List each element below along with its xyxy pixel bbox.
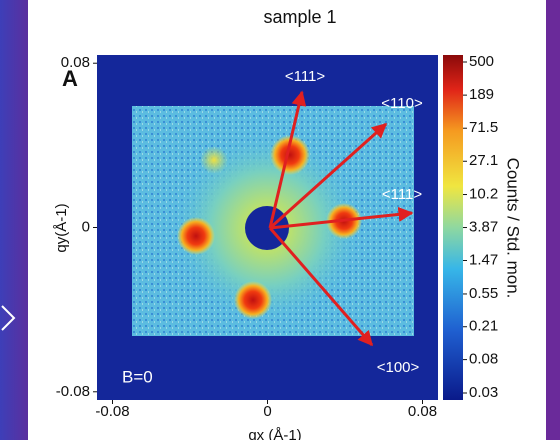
- colorbar-tick-label: 0.08: [469, 351, 498, 368]
- colorbar-label: Counts / Std. mon.: [504, 158, 523, 299]
- annotation: <111>: [285, 68, 326, 85]
- colorbar: [443, 55, 463, 400]
- colorbar-tick-label: 27.1: [469, 152, 498, 169]
- colorbar-tick-label: 0.03: [469, 384, 498, 401]
- annotation: <100>: [377, 359, 420, 376]
- colorbar-tick-label: 10.2: [469, 185, 498, 202]
- x-tick-label: 0.08: [408, 403, 437, 420]
- colorbar-tick-label: 1.47: [469, 251, 498, 268]
- colorbar-tick-label: 71.5: [469, 119, 498, 136]
- annotation: <111>: [382, 186, 423, 203]
- x-axis-label: qx (Å-1): [248, 427, 301, 440]
- y-axis-label: qy(Å-1): [53, 203, 70, 252]
- colorbar-tick-label: 0.21: [469, 318, 498, 335]
- colorbar-tick-label: 0.55: [469, 285, 498, 302]
- x-tick-label: -0.08: [95, 403, 129, 420]
- y-tick-label: -0.08: [56, 383, 90, 400]
- colorbar-tick-label: 189: [469, 86, 494, 103]
- y-tick-label: 0.08: [61, 54, 90, 71]
- chart-title: sample 1: [263, 7, 336, 27]
- x-tick-label: 0: [263, 403, 271, 420]
- y-tick-label: 0: [82, 218, 90, 235]
- colorbar-tick-label: 500: [469, 53, 494, 70]
- colorbar-tick-label: 3.87: [469, 218, 498, 235]
- annotation: B=0: [122, 367, 153, 386]
- annotation: <110>: [381, 95, 423, 112]
- slide: sample 1 A qy(Å-1) qx (Å-1) Counts / Std…: [0, 0, 560, 440]
